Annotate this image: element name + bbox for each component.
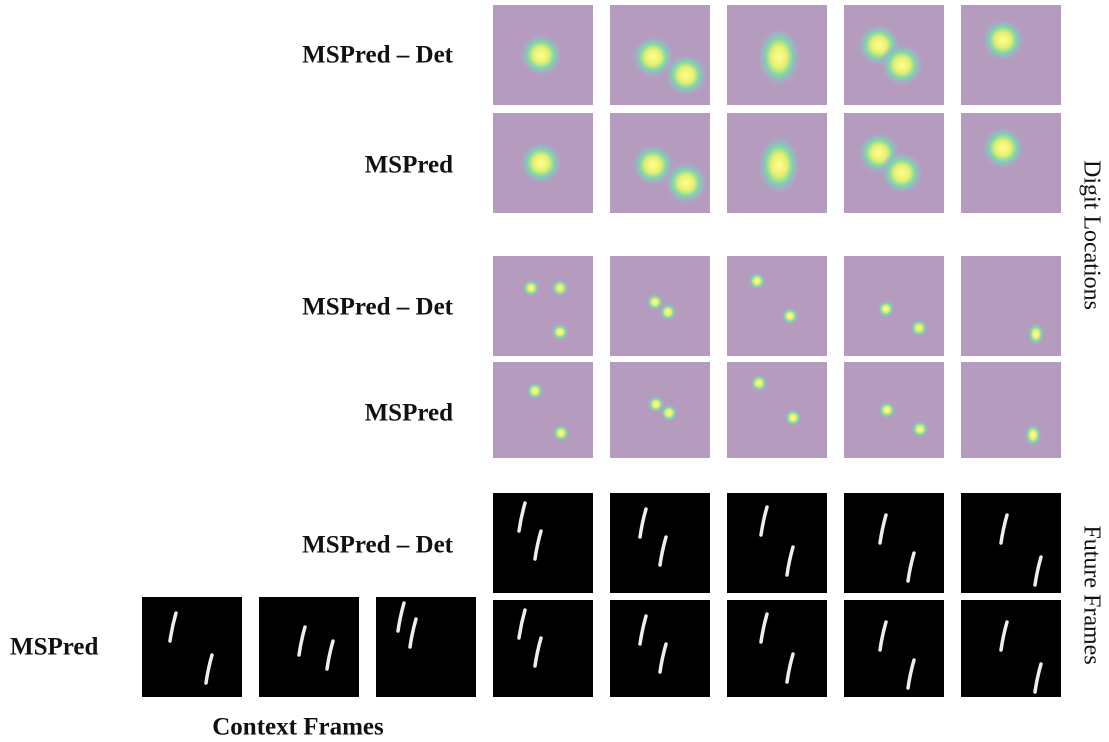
heat-blob — [878, 401, 896, 419]
heatmap-tile — [610, 113, 710, 213]
tile-background — [493, 256, 593, 356]
frame-tile — [727, 493, 827, 593]
heatmap-tile — [961, 113, 1061, 213]
heat-blob — [526, 382, 544, 400]
frame-tile — [610, 600, 710, 697]
heatmap-tile — [727, 5, 827, 105]
side-label: Digit Locations — [1078, 160, 1104, 310]
frame-tile — [844, 600, 944, 697]
heat-blob — [877, 300, 895, 318]
frame-tile — [142, 597, 242, 697]
heat-blob — [664, 53, 708, 97]
tile-background — [142, 597, 242, 697]
heat-blob — [551, 323, 569, 341]
heat-blob — [910, 319, 928, 337]
heatmap-tile — [844, 5, 944, 105]
heat-blob — [748, 272, 766, 290]
frame-tile — [844, 493, 944, 593]
tile-background — [610, 493, 710, 593]
tile-background — [493, 362, 593, 458]
heat-blob — [1024, 423, 1042, 446]
heatmap-tile — [727, 362, 827, 458]
tile-background — [376, 597, 476, 697]
tile-background — [961, 600, 1061, 697]
heatmap-tile — [844, 362, 944, 458]
row-label: MSPred — [365, 400, 454, 427]
tile-background — [610, 600, 710, 697]
frame-tile — [493, 493, 593, 593]
tile-background — [727, 600, 827, 697]
heatmap-tile — [610, 362, 710, 458]
heat-blob — [981, 18, 1025, 62]
heatmap-tile — [493, 362, 593, 458]
heat-blob — [750, 374, 768, 392]
heatmap-tile — [727, 256, 827, 356]
heat-blob — [522, 279, 540, 297]
tile-background — [493, 600, 593, 697]
heat-blob — [659, 303, 677, 321]
tile-background — [961, 362, 1061, 458]
tile-background — [259, 597, 359, 697]
tile-background — [493, 493, 593, 593]
heat-blob — [757, 134, 801, 196]
heatmap-tile — [493, 5, 593, 105]
heat-blob — [660, 404, 678, 422]
heat-blob — [551, 279, 569, 297]
heatmap-tile — [610, 256, 710, 356]
heat-blob — [911, 420, 929, 438]
row-label: MSPred — [365, 152, 454, 179]
heatmap-tile — [727, 113, 827, 213]
heatmap-tile — [610, 5, 710, 105]
tile-background — [844, 600, 944, 697]
bottom-label: Context Frames — [212, 714, 384, 741]
tile-background — [727, 493, 827, 593]
heat-blob — [781, 307, 799, 325]
tile-background — [961, 256, 1061, 356]
heatmap-tile — [493, 113, 593, 213]
frame-tile — [259, 597, 359, 697]
heat-blob — [519, 33, 563, 77]
heat-blob — [880, 151, 924, 195]
heatmap-tile — [844, 113, 944, 213]
heat-blob — [552, 424, 570, 442]
heat-blob — [519, 141, 563, 185]
row-label: MSPred – Det — [302, 294, 454, 321]
frame-tile — [493, 600, 593, 697]
tile-background — [961, 493, 1061, 593]
row-label: MSPred — [10, 634, 99, 661]
heatmap-tile — [844, 256, 944, 356]
frame-tile — [961, 600, 1061, 697]
frame-tile — [727, 600, 827, 697]
heat-blob — [757, 26, 801, 88]
tile-background — [727, 362, 827, 458]
heat-blob — [664, 161, 708, 205]
heatmap-tile — [961, 5, 1061, 105]
heat-blob — [880, 43, 924, 87]
tile-background — [727, 256, 827, 356]
frame-tile — [610, 493, 710, 593]
tile-background — [844, 493, 944, 593]
heatmap-tile — [493, 256, 593, 356]
row-label: MSPred – Det — [302, 532, 454, 559]
heatmap-tile — [961, 362, 1061, 458]
frame-tile — [376, 597, 476, 697]
figure: MSPred – Det MSPred MSPred – Det MSPred … — [0, 0, 1109, 742]
heatmap-tile — [961, 256, 1061, 356]
row-label: MSPred – Det — [302, 42, 454, 69]
frame-tile — [961, 493, 1061, 593]
heat-blob — [981, 126, 1025, 170]
heat-blob — [784, 409, 802, 427]
heat-blob — [1027, 322, 1045, 345]
side-label: Future Frames — [1078, 525, 1104, 664]
page: MSPred – Det MSPred MSPred – Det MSPred … — [0, 0, 1109, 742]
